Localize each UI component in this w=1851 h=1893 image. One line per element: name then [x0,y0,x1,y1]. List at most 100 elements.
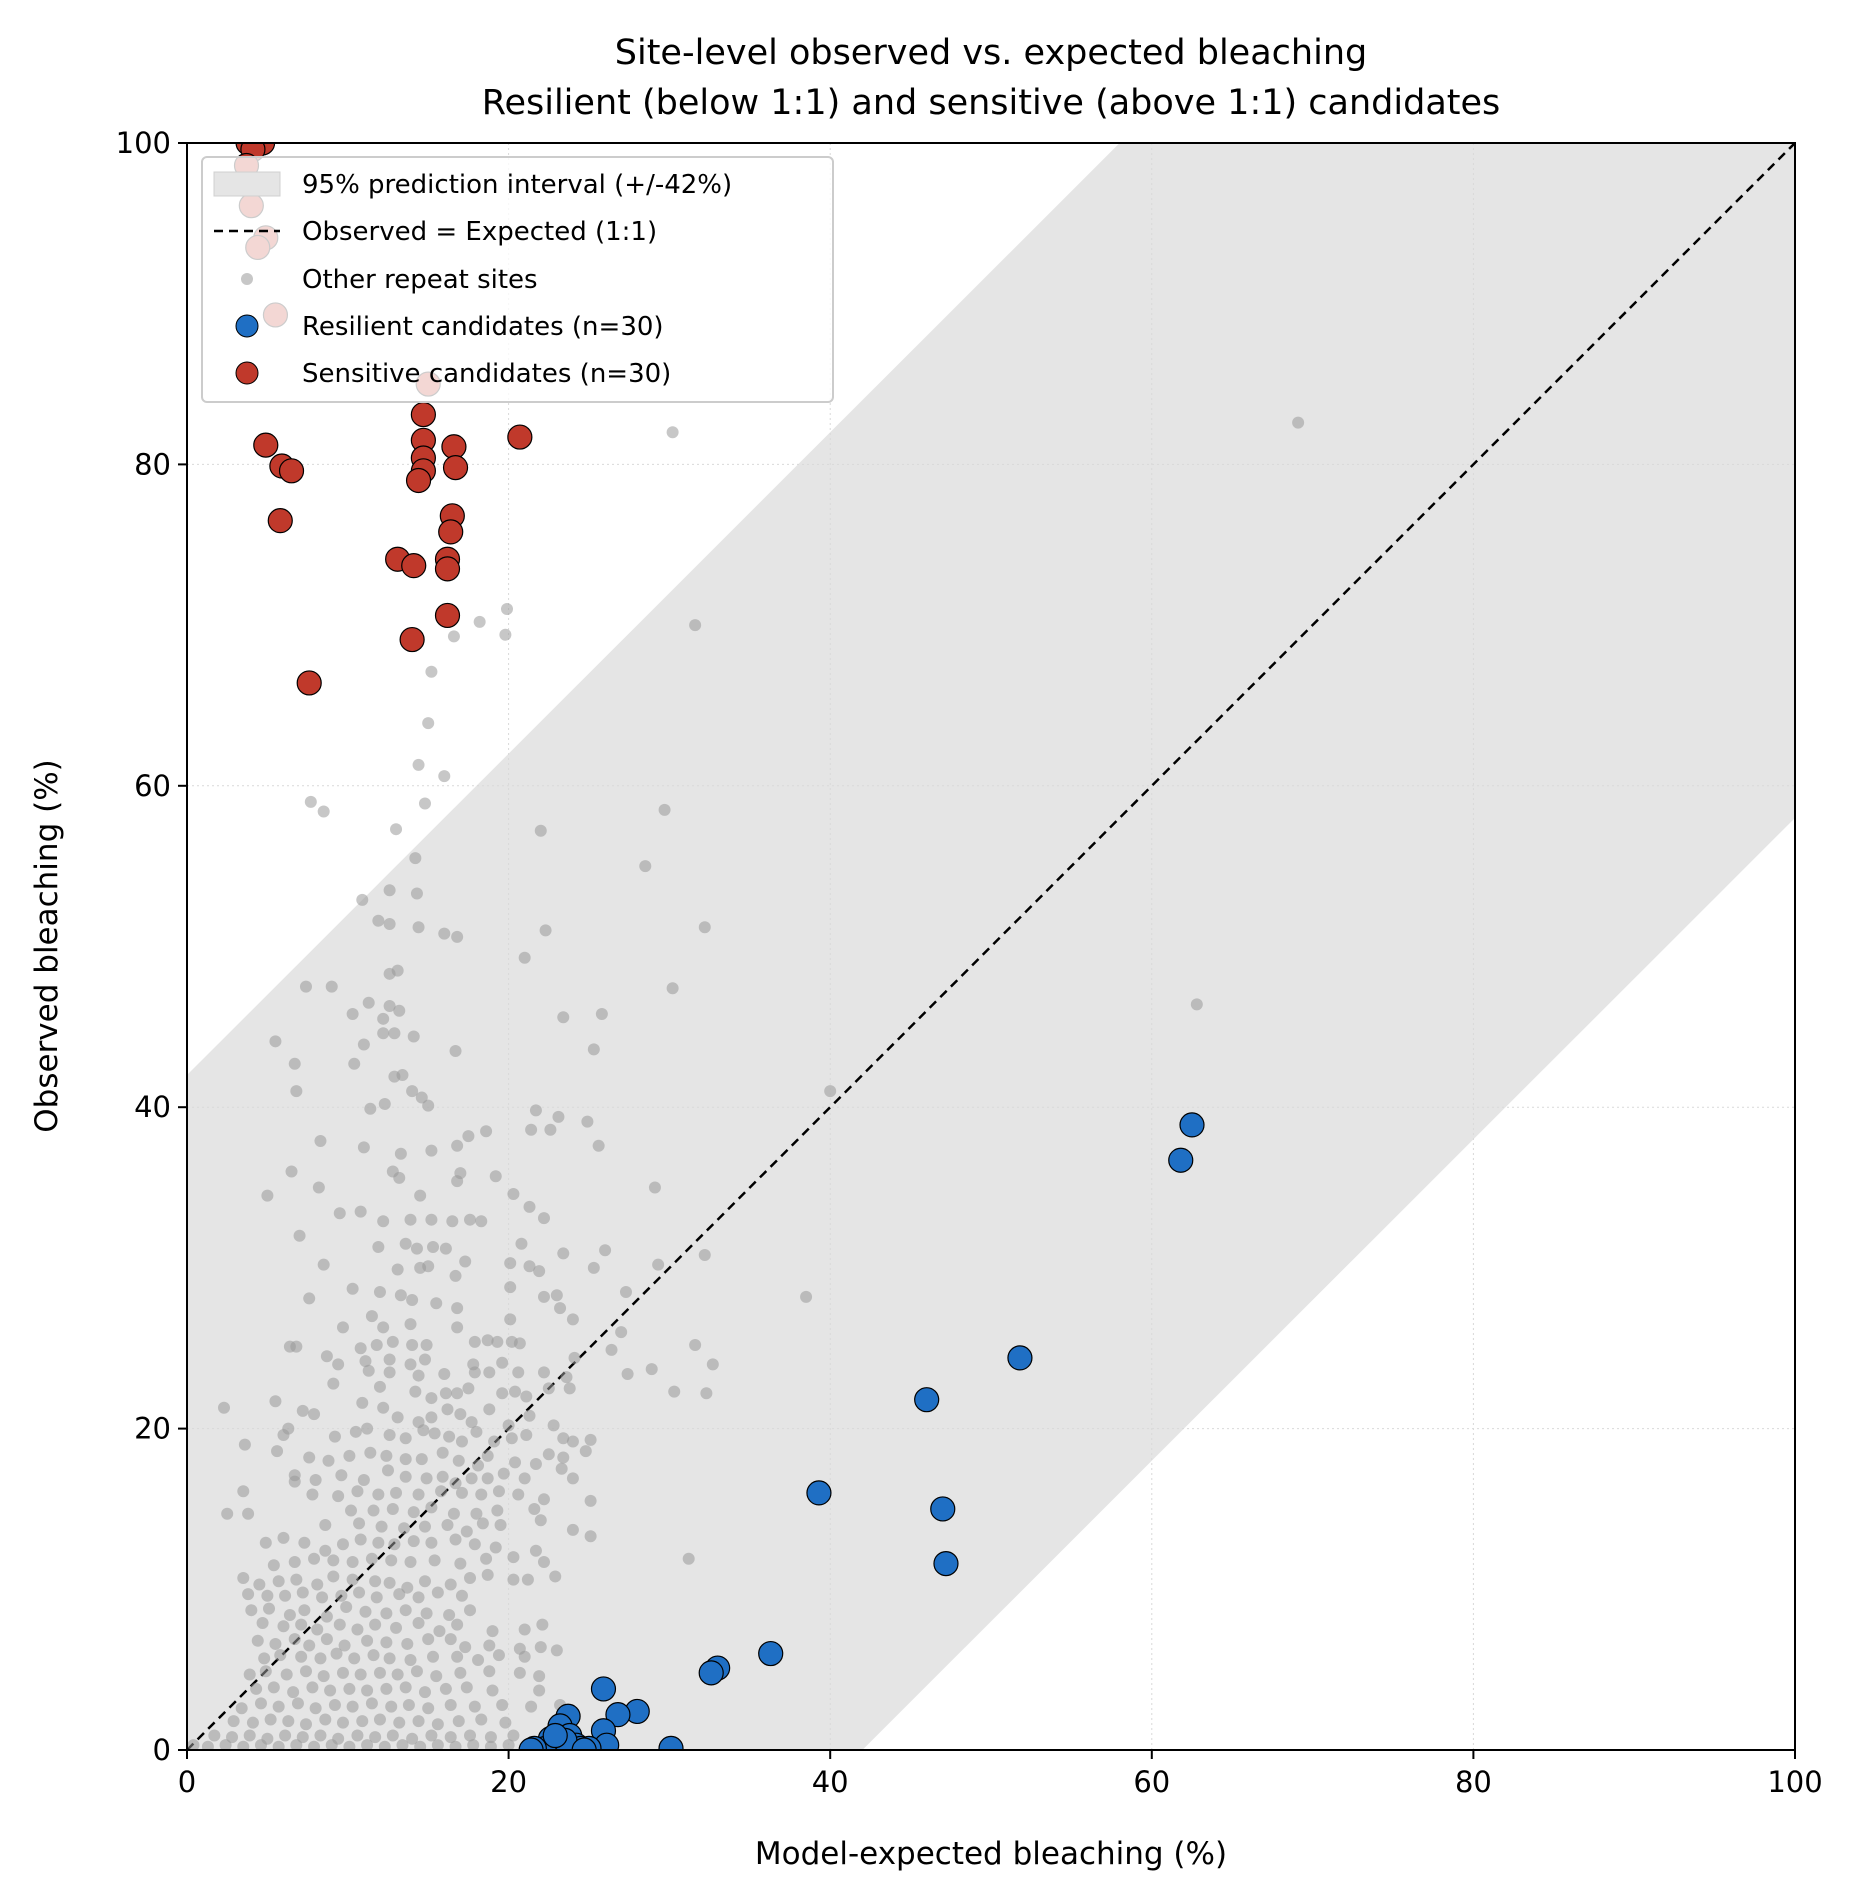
other-site-point [367,1504,380,1517]
other-site-point [550,1644,563,1657]
other-site-point [279,1589,292,1602]
other-site-point [406,1339,419,1352]
other-site-point [560,1371,573,1384]
other-site-point [253,1578,266,1591]
other-site-point [288,1057,301,1070]
x-tick-label: 0 [178,1765,196,1799]
other-site-point [451,1387,464,1400]
other-site-point [409,1385,422,1398]
other-site-point [259,1536,272,1549]
other-site-point [537,1366,550,1379]
other-site-point [455,1589,468,1602]
x-tick-label: 20 [490,1765,527,1799]
other-site-point [327,1570,340,1583]
other-site-point [533,1684,546,1697]
other-site-point [521,1573,534,1586]
other-site-point [393,1171,406,1184]
other-site-point [451,1650,464,1663]
other-site-point [272,1575,285,1588]
other-site-point [451,1139,464,1152]
y-tick-label: 60 [134,769,171,803]
other-site-point [404,1358,417,1371]
legend-swatch-interval [213,171,281,197]
other-site-point [420,1607,433,1620]
other-site-point [251,1634,264,1647]
other-site-point [425,1501,438,1514]
other-site-point [385,1554,398,1567]
other-site-point [455,1486,468,1499]
other-site-point [254,1739,267,1750]
other-site-point [515,1237,528,1250]
other-site-point [425,1392,438,1405]
other-site-point [332,1358,345,1371]
other-site-point [320,1610,333,1623]
other-site-point [362,1364,375,1377]
other-site-point [418,1575,431,1588]
other-site-point [327,1554,340,1567]
other-site-point [566,1472,579,1485]
other-site-point [441,1519,454,1532]
resilient-points [518,1112,1205,1750]
other-site-point [523,1260,536,1273]
sensitive-point [434,602,461,629]
other-site-point [412,1488,425,1501]
other-site-point [354,1668,367,1681]
other-site-point [587,1043,600,1056]
other-site-point [581,1115,594,1128]
other-site-point [658,803,671,816]
other-site-point [336,1716,349,1729]
other-site-point [365,1310,378,1323]
y-tick-label: 0 [153,1733,171,1767]
other-site-point [272,1700,285,1713]
other-site-point [336,1666,349,1679]
other-site-point [372,1536,385,1549]
other-site-point [407,1030,420,1043]
other-site-point [311,1578,324,1591]
other-site-point [283,1609,296,1622]
other-site-point [652,1258,665,1271]
other-site-point [330,1647,343,1660]
other-site-point [274,1649,287,1662]
other-site-point [425,665,438,678]
other-site-point [412,1715,425,1728]
other-site-point [378,1740,391,1750]
other-site-point [605,1343,618,1356]
other-site-point [373,1666,386,1679]
other-site-point [319,1544,332,1557]
other-site-point [441,1403,454,1416]
other-site-point [399,1237,412,1250]
other-site-point [706,1358,719,1371]
legend-box [201,156,834,403]
other-site-point [317,805,330,818]
other-site-point [412,1591,425,1604]
other-site-point [380,1682,393,1695]
other-site-point [488,1435,501,1448]
sensitive-point [438,519,464,545]
other-site-point [1190,998,1203,1011]
other-site-point [357,1141,370,1154]
other-site-point [489,1170,502,1183]
other-site-point [259,1665,272,1678]
sensitive-point [410,401,436,428]
other-site-point [427,1241,440,1254]
other-site-point [290,1739,303,1750]
other-site-point [534,1514,547,1527]
other-site-point [592,1139,605,1152]
other-site-point [328,1430,341,1443]
other-site-point [277,1620,290,1633]
other-site-point [555,1462,568,1475]
chart-title: Site-level observed vs. expected bleachi… [615,33,1367,73]
other-site-point [256,1617,269,1630]
other-site-point [431,1739,444,1750]
other-site-point [563,1382,576,1395]
other-site-point [459,1255,472,1268]
sensitive-point [399,626,425,653]
other-site-point [261,1189,274,1202]
legend-marker-sensitive [235,361,259,385]
other-site-point [399,1453,412,1466]
other-site-point [494,1519,507,1532]
other-site-point [410,887,423,900]
other-site-point [312,1181,325,1194]
other-site-point [343,1740,356,1750]
other-site-point [595,1007,608,1020]
